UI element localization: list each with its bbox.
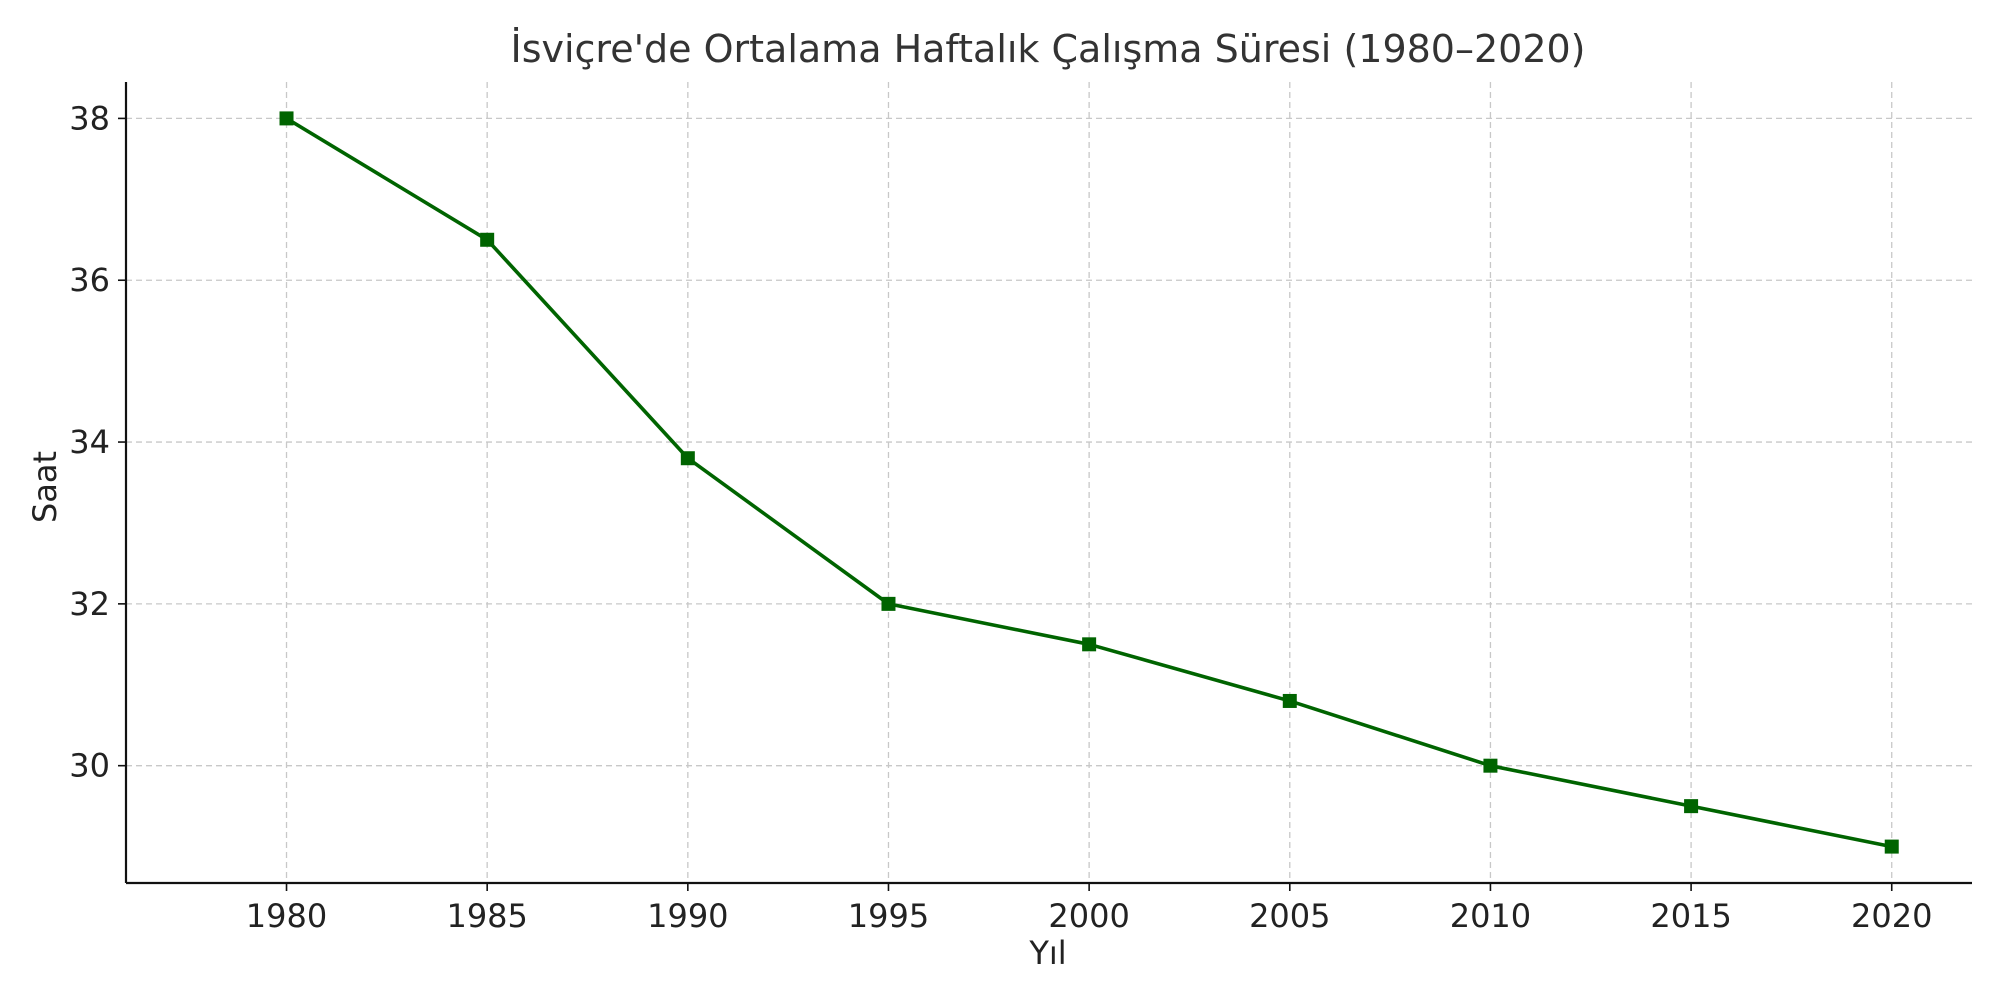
x-tick-label: 2005 (1249, 897, 1330, 935)
data-point-marker (680, 451, 695, 466)
y-axis-label: Saat (26, 451, 64, 523)
x-axis-label: Yıl (1028, 934, 1066, 972)
y-tick-label: 38 (69, 99, 110, 137)
x-tick-label: 1990 (647, 897, 728, 935)
data-point-marker (1082, 637, 1097, 652)
data-point-marker (279, 111, 294, 126)
x-tick-label: 2015 (1650, 897, 1731, 935)
ticks-layer: 1980 1985 1990 1995 2000 2005 2010 2015 2020 30 32… (69, 99, 1932, 935)
data-point-marker (1884, 839, 1899, 854)
x-tick-label: 1995 (848, 897, 929, 935)
series-layer (279, 111, 1899, 854)
x-tick-label: 2020 (1851, 897, 1932, 935)
x-tick-label: 1985 (446, 897, 527, 935)
grid-layer (126, 82, 1972, 883)
data-point-marker (1684, 799, 1699, 814)
x-tick-label: 2010 (1450, 897, 1531, 935)
y-tick-label: 34 (69, 423, 110, 461)
data-point-marker (480, 232, 495, 247)
axes-layer (124, 82, 1972, 885)
data-point-marker (1483, 758, 1498, 773)
y-tick-label: 32 (69, 585, 110, 623)
x-tick-label: 1980 (246, 897, 327, 935)
y-tick-label: 30 (69, 747, 110, 785)
data-point-marker (1282, 693, 1297, 708)
chart-title: İsviçre'de Ortalama Haftalık Çalışma Sür… (510, 27, 1585, 71)
x-tick-label: 2000 (1048, 897, 1129, 935)
y-tick-label: 36 (69, 261, 110, 299)
data-point-marker (881, 596, 896, 611)
